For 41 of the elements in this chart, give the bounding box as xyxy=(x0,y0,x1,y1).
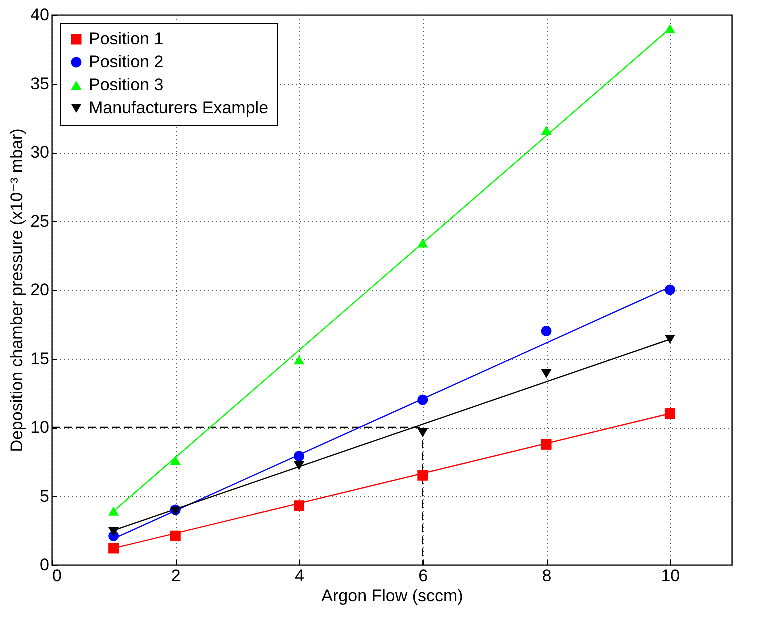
point xyxy=(541,326,552,336)
point xyxy=(418,394,428,406)
x-tick-label: 6 xyxy=(418,566,428,586)
y-tick-label: 5 xyxy=(40,486,50,506)
legend-label: Position 2 xyxy=(89,52,164,72)
point xyxy=(294,356,305,365)
y-tick-label: 35 xyxy=(30,74,50,94)
point xyxy=(108,543,120,554)
point xyxy=(294,461,305,471)
point xyxy=(541,369,552,378)
point xyxy=(294,451,305,462)
point xyxy=(170,530,181,542)
point xyxy=(541,126,552,136)
point xyxy=(664,408,676,419)
point xyxy=(664,24,676,34)
point xyxy=(418,238,428,248)
x-tick-label: 2 xyxy=(171,566,181,586)
y-axis-title: Deposition chamber pressure (x10⁻³ mbar) xyxy=(8,128,27,452)
x-tick-label: 4 xyxy=(295,566,305,586)
point xyxy=(108,506,120,516)
y-tick-label: 10 xyxy=(30,418,50,437)
y-tick-label: 25 xyxy=(30,212,50,231)
point xyxy=(541,439,552,450)
y-tick-label: 20 xyxy=(30,280,50,300)
x-axis-title: Argon Flow (sccm) xyxy=(322,586,464,606)
x-tick-label: 10 xyxy=(661,566,680,586)
legend-label: Position 3 xyxy=(89,76,164,94)
y-tick-label: 30 xyxy=(30,143,50,162)
y-tick-label: 15 xyxy=(30,349,50,368)
point xyxy=(418,470,428,481)
point xyxy=(664,284,676,296)
point xyxy=(418,428,428,438)
point xyxy=(664,334,676,344)
x-tick-label: 8 xyxy=(542,566,552,586)
x-tick-label: 0 xyxy=(52,566,62,586)
legend-label: Position 1 xyxy=(89,30,164,48)
legend-label: Manufacturers Example xyxy=(89,98,269,118)
point xyxy=(170,456,181,466)
y-tick-label: 40 xyxy=(30,6,50,24)
point xyxy=(108,527,120,537)
point xyxy=(294,500,305,512)
